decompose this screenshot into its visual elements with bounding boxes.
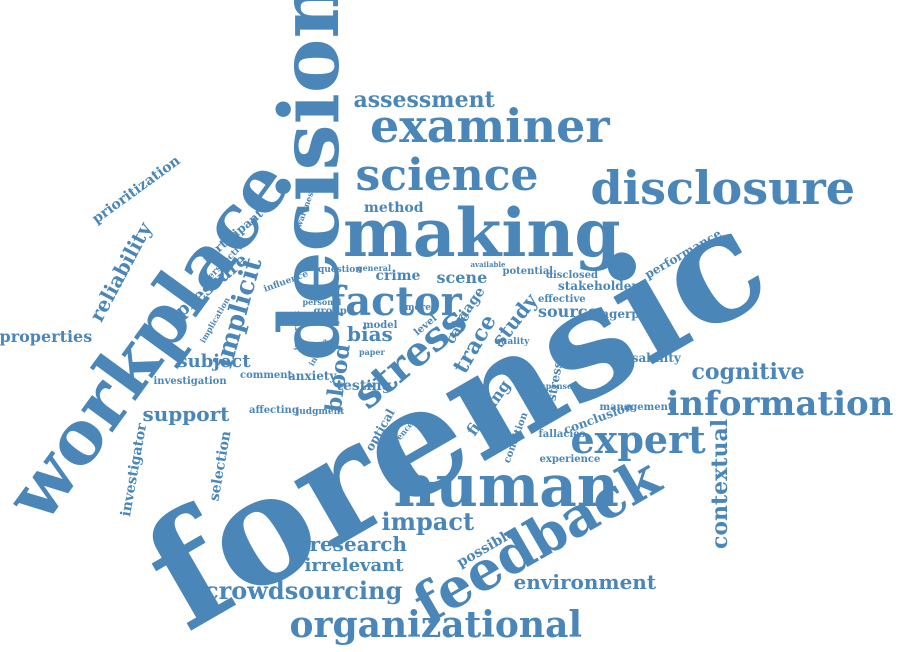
word-model: model — [363, 320, 398, 331]
word-fingerprint: fingerprint — [591, 307, 665, 321]
word-anxiety: anxiety — [288, 369, 337, 383]
word-more: more — [405, 302, 431, 313]
word-potential: potential — [502, 266, 554, 277]
word-disclosed: disclosed — [546, 270, 598, 281]
word-comment: comment — [240, 370, 293, 381]
word-research: research — [309, 532, 407, 556]
word-irrelevant: irrelevant — [304, 555, 404, 576]
word-factor: factor — [328, 278, 462, 325]
word-bias: bias — [347, 322, 393, 346]
word-contextual: contextual — [707, 418, 734, 550]
word-crime: crime — [375, 268, 421, 284]
word-crowdsourcing: crowdsourcing — [204, 576, 403, 605]
word-response: response — [532, 381, 573, 391]
word-human: human — [393, 452, 619, 520]
word-biasability: biasability — [611, 351, 681, 365]
word-novice: novice — [304, 318, 341, 329]
word-quality: quality — [494, 336, 530, 347]
word-subject: subject — [177, 351, 251, 372]
word-source: source — [538, 302, 598, 321]
word-question: question — [318, 264, 362, 275]
word-method: method — [364, 200, 424, 216]
word-group: group — [313, 306, 347, 317]
word-experience: experience — [539, 454, 601, 465]
word-fallacies: fallacies — [538, 429, 586, 440]
word-paper: paper — [359, 347, 385, 357]
word-management: management — [599, 402, 673, 413]
word-available: available — [470, 259, 506, 269]
word-information: information — [666, 384, 894, 424]
word-making: making — [343, 194, 621, 272]
word-cognitive: cognitive — [691, 359, 805, 385]
word-general: general — [357, 263, 392, 273]
word-organizational: organizational — [289, 604, 583, 646]
word-examiner: examiner — [370, 99, 610, 153]
word-expert: expert — [570, 417, 706, 462]
word-assessment: assessment — [353, 87, 495, 113]
word-scene: scene — [436, 268, 488, 287]
word-science: science — [355, 150, 539, 201]
word-affecting: affecting — [249, 405, 299, 416]
word-personal: personal — [302, 297, 342, 307]
word-prioritization: prioritization — [88, 152, 183, 228]
word-properties: properties — [0, 327, 93, 346]
word-stakeholder: stakeholder — [558, 279, 638, 293]
word-judgment: judgment — [296, 406, 345, 417]
word-environment: environment — [513, 570, 657, 594]
word-investigation: investigation — [153, 376, 227, 387]
word-testing: testing — [336, 378, 392, 394]
word-support: support — [142, 402, 230, 426]
word-impact: impact — [381, 507, 475, 536]
word-important: important — [291, 310, 301, 350]
word-disclosure: disclosure — [590, 161, 856, 215]
word-effective: effective — [538, 294, 586, 305]
